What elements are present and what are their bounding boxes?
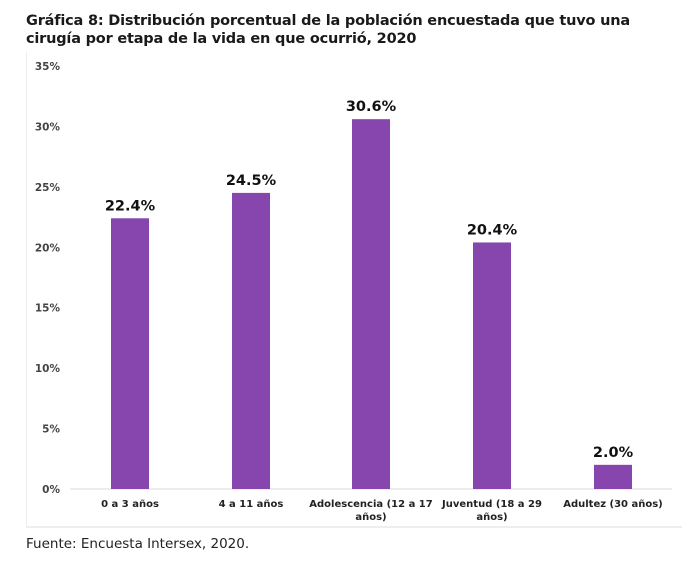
y-tick-label: 10% [35, 363, 61, 375]
data-label: 20.4% [467, 222, 518, 238]
x-tick-label: Adolescencia (12 a 17 [309, 499, 432, 510]
bar [473, 242, 511, 489]
y-tick-label: 15% [35, 303, 61, 315]
x-tick-label: años) [476, 512, 507, 523]
x-tick-label: años) [355, 512, 386, 523]
bar [594, 464, 632, 489]
y-tick-label: 20% [35, 242, 61, 254]
x-tick-label: 0 a 3 años [101, 499, 159, 510]
x-tick-label: Adultez (30 años) [563, 499, 663, 510]
data-label: 24.5% [226, 173, 277, 189]
bar [232, 192, 270, 489]
x-tick-label: 4 a 11 años [219, 499, 284, 510]
y-tick-label: 25% [35, 182, 61, 194]
chart-title: Gráfica 8: Distribución porcentual de la… [26, 13, 630, 47]
data-label: 22.4% [105, 198, 156, 214]
bar [352, 119, 390, 490]
y-tick-label: 35% [35, 61, 61, 73]
y-tick-label: 30% [35, 121, 61, 133]
data-label: 2.0% [593, 445, 634, 461]
chart-frame [26, 52, 682, 528]
x-tick-label: Juventud (18 a 29 [441, 499, 542, 510]
bar [111, 218, 149, 489]
source-note: Fuente: Encuesta Intersex, 2020. [26, 536, 250, 552]
y-tick-label: 5% [42, 424, 60, 436]
y-tick-label: 0% [42, 484, 60, 496]
data-label: 30.6% [346, 99, 397, 115]
